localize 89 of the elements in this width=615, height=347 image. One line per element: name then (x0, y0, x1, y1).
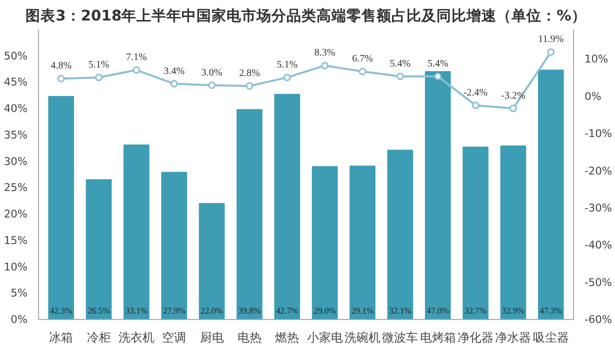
data-label: 32.7% (464, 306, 487, 316)
point (57, 74, 65, 82)
x-tick-label: 燃热 (275, 330, 300, 344)
x-tick-label: 电烤箱 (420, 330, 456, 344)
bar (312, 166, 338, 320)
data-label: 7.1% (126, 52, 147, 64)
x-tick-label: 空调 (162, 330, 186, 344)
y2-tick-label: 10% (584, 52, 608, 66)
bar (387, 150, 414, 320)
bar (350, 166, 376, 320)
data-label: 42.7% (276, 306, 298, 316)
data-label: 32.9% (502, 306, 524, 316)
x-tick-label: 微波车 (382, 330, 418, 344)
y2-tick-label: -40% (584, 238, 612, 252)
point (208, 82, 216, 90)
x-tick-label: 净水器 (495, 330, 532, 344)
point (170, 80, 178, 88)
point (509, 104, 517, 112)
x-tick-label: 厨电 (200, 330, 224, 344)
y-tick-label: 45% (4, 76, 28, 89)
data-label: 11.9% (538, 34, 564, 46)
data-label: 47.3% (540, 306, 562, 316)
data-label: 22.0% (200, 306, 223, 316)
data-label: 27.9% (162, 306, 186, 316)
point (547, 48, 555, 56)
data-label: 47.0% (426, 306, 450, 316)
y-tick-label: 30% (4, 154, 28, 168)
y-tick-label: 25% (4, 181, 28, 194)
point (358, 68, 366, 76)
y2-tick-label: -50% (584, 276, 612, 289)
data-label: -2.4% (463, 87, 488, 98)
bar (161, 172, 188, 320)
point (95, 74, 103, 82)
data-label: 42.3% (50, 306, 72, 316)
point (434, 72, 442, 80)
data-label: 8.3% (314, 48, 336, 59)
chart-title: 图表3：2018年上半年中国家电市场分品类高端零售额占比及同比增速（单位：%） (26, 6, 586, 24)
data-label: 2.8% (239, 68, 260, 80)
point (396, 72, 404, 80)
bar (424, 71, 451, 320)
bar (48, 96, 74, 320)
data-label: 39.8% (238, 306, 261, 316)
y-tick-label: 5% (10, 286, 28, 300)
data-label: 6.7% (352, 54, 373, 65)
bar (236, 109, 262, 320)
y2-tick-label: -20% (584, 164, 612, 178)
point (283, 74, 291, 82)
point (246, 82, 254, 90)
bar (538, 70, 564, 320)
data-label: 3.4% (164, 66, 185, 77)
y-tick-label: 0% (10, 313, 28, 326)
x-tick-label: 净化器 (458, 330, 494, 344)
x-tick-label: 吸尘器 (532, 330, 569, 344)
y2-tick-label: -10% (584, 127, 612, 140)
y-tick-label: 15% (4, 234, 28, 247)
data-label: 5.1% (276, 59, 298, 70)
point (472, 102, 480, 110)
bar (198, 203, 225, 320)
data-label: 33.1% (125, 306, 148, 316)
data-label: 26.5% (88, 306, 110, 316)
data-label: 32.1% (389, 306, 412, 316)
data-label: 29.1% (351, 306, 374, 316)
x-tick-label: 洗碗机 (344, 330, 381, 344)
y2-tick-label: -30% (584, 201, 612, 214)
bar (274, 94, 300, 320)
y-tick-label: 20% (4, 208, 28, 221)
y-tick-label: 50% (4, 49, 28, 62)
bar (462, 146, 488, 320)
data-label: 5.4% (427, 58, 448, 70)
y-tick-label: 10% (4, 260, 28, 274)
y-tick-label: 35% (4, 128, 28, 142)
y2-tick-label: 0% (584, 90, 602, 103)
y2-tick-label: -60% (584, 313, 612, 326)
bar (86, 179, 112, 320)
x-tick-label: 小家电 (306, 330, 343, 344)
data-label: 5.4% (390, 58, 411, 70)
bar (124, 144, 150, 320)
point (132, 66, 140, 74)
data-label: 29.0% (314, 306, 336, 316)
bar (500, 146, 526, 320)
x-tick-label: 冷柜 (86, 330, 111, 344)
data-label: 3.0% (201, 67, 222, 78)
x-tick-label: 电热 (237, 330, 262, 344)
point (321, 62, 329, 70)
x-tick-label: 冰箱 (49, 330, 74, 344)
data-label: 4.8% (50, 60, 72, 72)
data-label: 5.1% (88, 59, 110, 70)
x-tick-label: 洗衣机 (118, 330, 154, 344)
y-tick-label: 40% (4, 102, 28, 116)
